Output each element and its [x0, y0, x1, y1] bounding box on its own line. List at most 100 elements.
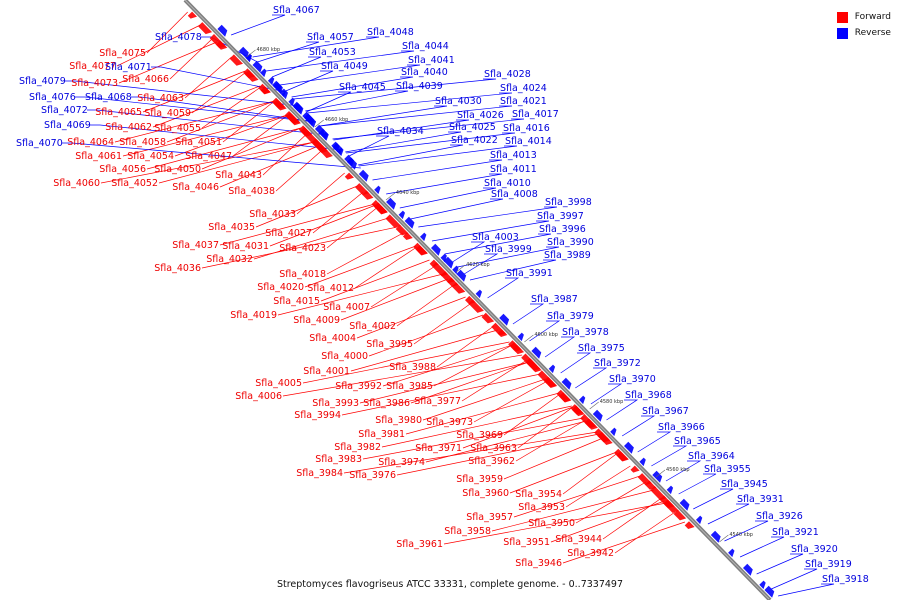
reverse-gene-arrow [764, 585, 775, 598]
reverse-leader-line [332, 118, 525, 140]
forward-gene-label: Sfla_4066 [122, 74, 169, 85]
forward-gene-arrow [304, 130, 319, 144]
forward-gene-label: Sfla_4005 [255, 378, 302, 389]
forward-leader-line [114, 100, 275, 143]
forward-leader-line [158, 141, 315, 184]
forward-gene-label: Sfla_3981 [358, 429, 405, 440]
reverse-leader-line [75, 96, 316, 123]
reverse-gene-arrow [517, 332, 524, 342]
forward-leader-line [320, 259, 430, 302]
forward-leader-line [575, 481, 647, 524]
reverse-leader-line [463, 253, 499, 275]
scale-tick-label: 4640 kbp [396, 190, 420, 196]
reverse-gene-arrow [696, 515, 703, 525]
forward-leader-line [201, 127, 301, 170]
reverse-gene-label: Sfla_3920 [791, 544, 838, 555]
reverse-leader-line [512, 303, 545, 325]
reverse-leader-line [231, 14, 286, 36]
forward-leader-line [282, 354, 523, 397]
reverse-gene-arrow [245, 53, 252, 63]
forward-leader-line [275, 149, 323, 192]
forward-gene-label: Sfla_3959 [456, 474, 503, 485]
reverse-leader-line [739, 536, 785, 558]
reverse-gene-arrow [358, 169, 369, 182]
forward-leader-line [340, 278, 449, 321]
forward-gene-arrow [451, 282, 466, 294]
reverse-gene-arrow [267, 76, 275, 86]
reverse-leader-line [487, 277, 520, 299]
reverse-gene-label: Sfla_3972 [594, 358, 641, 369]
reverse-leader-line [285, 70, 334, 92]
forward-gene-label: Sfla_3982 [334, 442, 381, 453]
forward-gene-label: Sfla_3980 [375, 415, 422, 426]
reverse-leader-line [637, 431, 672, 453]
reverse-leader-line [529, 320, 561, 342]
forward-gene-arrow [510, 342, 525, 355]
forward-leader-line [166, 100, 275, 143]
forward-gene-label: Sfla_4058 [119, 137, 166, 148]
reverse-gene-label: Sfla_4076 [29, 92, 76, 103]
reverse-gene-label: Sfla_4044 [402, 41, 449, 52]
forward-leader-line [191, 71, 247, 114]
forward-leader-line [269, 204, 377, 247]
forward-leader-line [461, 359, 528, 402]
reverse-gene-arrow [561, 377, 572, 390]
reverse-gene-arrow [652, 470, 663, 483]
forward-leader-line [491, 489, 654, 532]
reverse-leader-line [87, 109, 329, 136]
forward-leader-line [146, 127, 301, 170]
forward-gene-label: Sfla_3985 [386, 381, 433, 392]
reverse-leader-line [266, 50, 415, 72]
reverse-gene-label: Sfla_4068 [85, 92, 132, 103]
reverse-gene-label: Sfla_3918 [822, 574, 869, 585]
forward-leader-line [396, 433, 600, 476]
reverse-gene-label: Sfla_3968 [625, 390, 672, 401]
scale-tick [524, 334, 534, 343]
forward-gene-label: Sfla_4065 [95, 107, 142, 118]
forward-gene-label: Sfla_4031 [222, 241, 269, 252]
forward-leader-line [436, 325, 495, 368]
reverse-gene-label: Sfla_3945 [721, 479, 768, 490]
forward-gene-label: Sfla_3969 [456, 430, 503, 441]
forward-gene-label: Sfla_3973 [426, 417, 473, 428]
forward-gene-arrow [481, 312, 495, 324]
forward-gene-label: Sfla_3958 [444, 526, 491, 537]
reverse-gene-arrow [743, 563, 753, 576]
forward-swatch [836, 11, 848, 23]
forward-gene-label: Sfla_4000 [321, 351, 368, 362]
reverse-gene-arrow [548, 364, 556, 374]
reverse-gene-arrow [431, 243, 441, 256]
reverse-gene-label: Sfla_4022 [451, 135, 498, 146]
reverse-gene-arrow [624, 441, 634, 454]
forward-gene-label: Sfla_3976 [349, 470, 396, 481]
reverse-gene-label: Sfla_3979 [547, 311, 594, 322]
legend-reverse-label: Reverse [854, 28, 891, 38]
reverse-gene-label: Sfla_3999 [485, 244, 532, 255]
forward-leader-line [343, 431, 598, 474]
reverse-leader-line [271, 56, 322, 78]
forward-gene-arrow [229, 54, 243, 66]
forward-gene-arrow [385, 214, 401, 228]
forward-gene-label: Sfla_3953 [518, 502, 565, 513]
forward-leader-line [169, 37, 214, 80]
reverse-leader-line [291, 76, 414, 98]
reverse-leader-line [665, 460, 702, 482]
forward-leader-line [602, 497, 662, 540]
reverse-leader-line [333, 119, 470, 141]
forward-gene-arrow [650, 486, 667, 501]
forward-gene-arrow [274, 100, 284, 108]
reverse-gene-label: Sfla_4021 [500, 96, 547, 107]
reverse-gene-label: Sfla_4045 [339, 82, 386, 93]
reverse-leader-line [319, 105, 513, 127]
reverse-gene-label: Sfla_4070 [16, 138, 63, 149]
forward-gene-label: Sfla_3963 [470, 443, 517, 454]
forward-gene-label: Sfla_4018 [279, 269, 326, 280]
reverse-gene-arrow [639, 457, 646, 467]
leader-lines [62, 11, 835, 597]
forward-leader-line [509, 451, 617, 494]
genome-caption: Streptomyces flavogriseus ATCC 33331, co… [276, 579, 623, 590]
reverse-leader-line [307, 92, 513, 114]
reverse-leader-line [469, 259, 557, 281]
scale-tick-label: 4680 kbp [257, 47, 281, 53]
